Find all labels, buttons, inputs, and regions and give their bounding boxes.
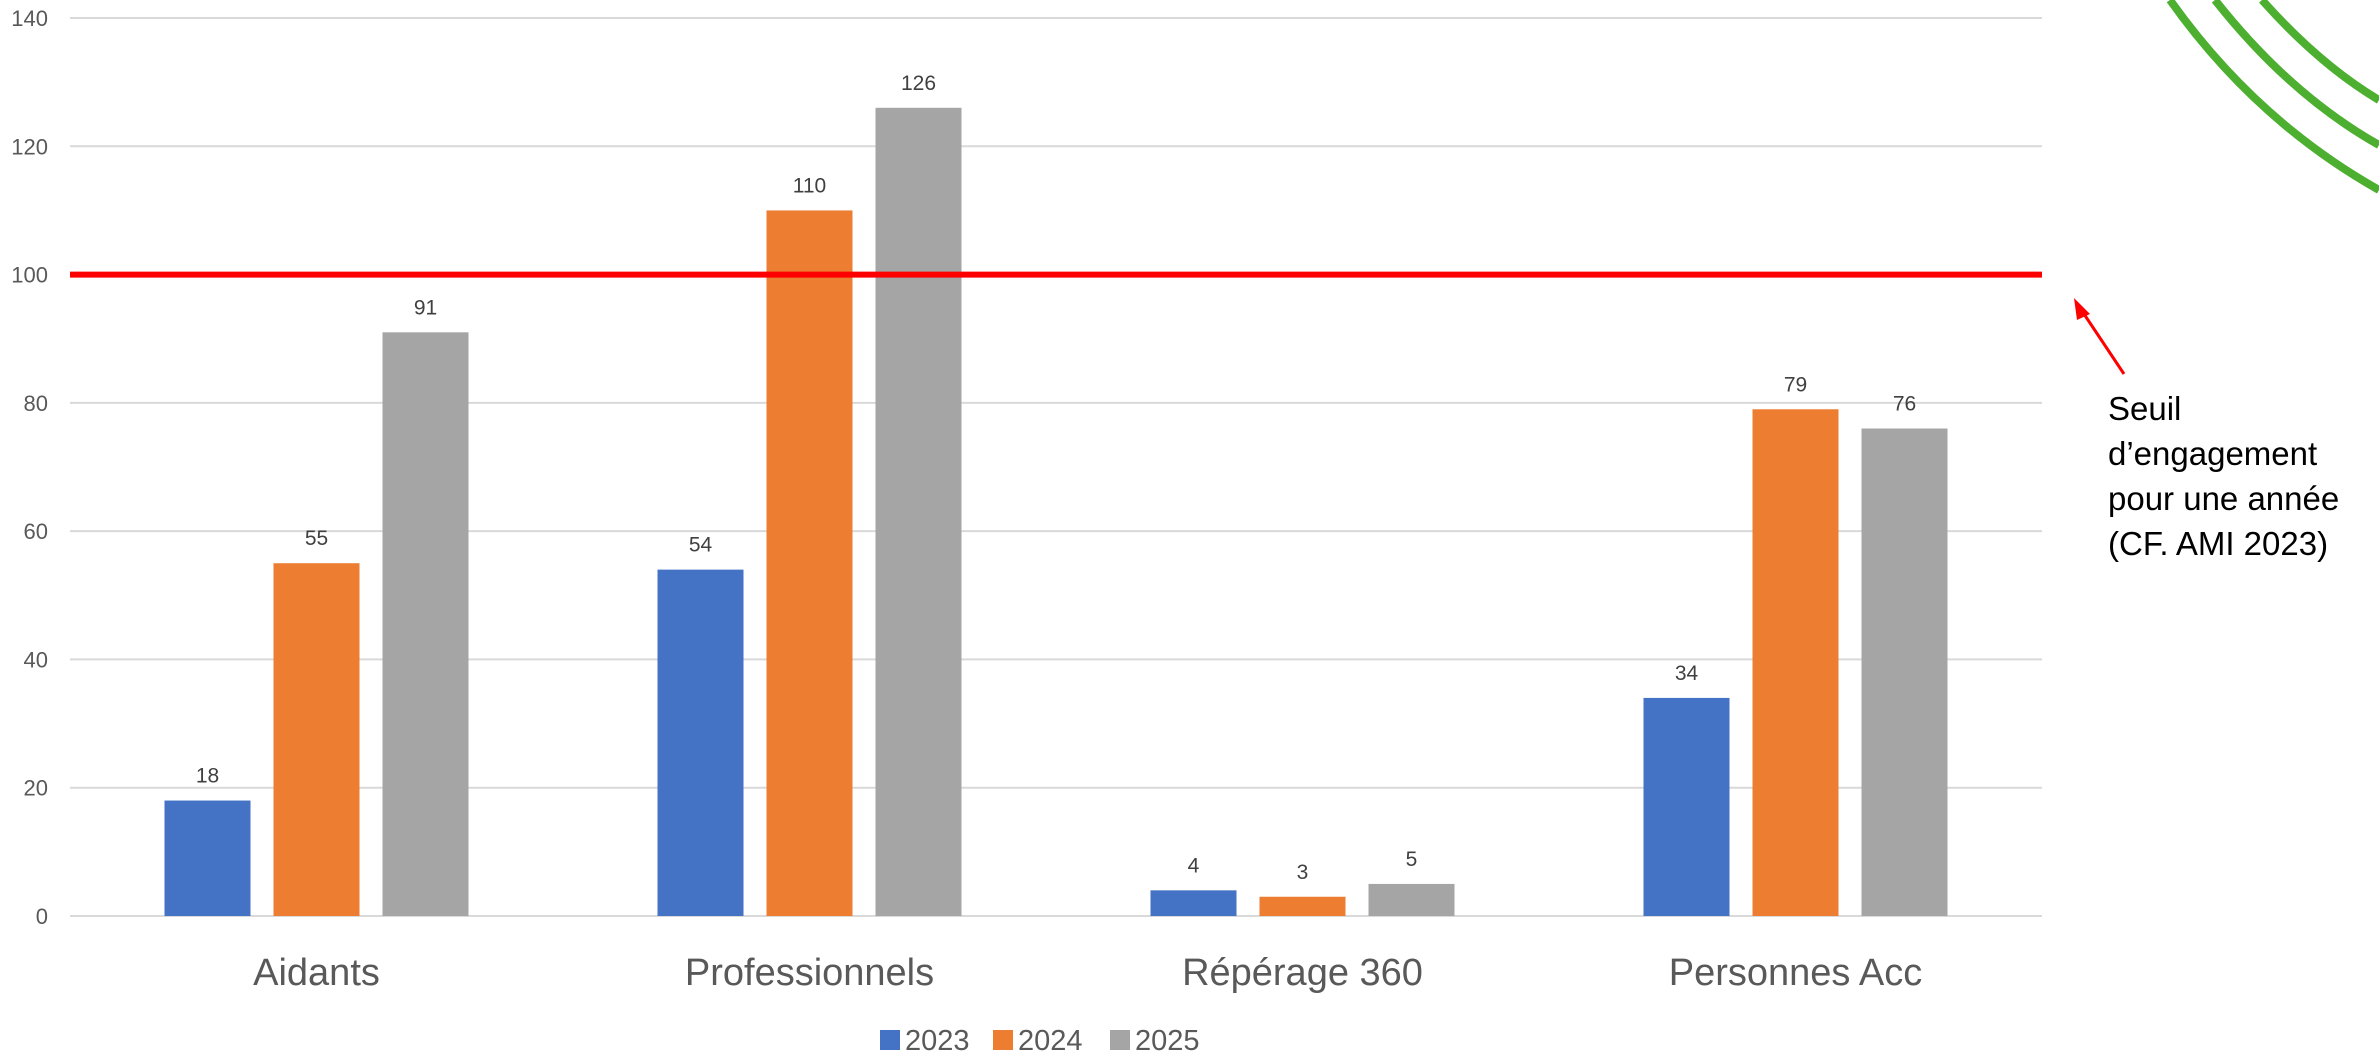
legend: 2023 2024 2025 xyxy=(880,1025,1200,1055)
bar-professionnels-2024 xyxy=(766,210,853,916)
data-label-professionnels-2023: 54 xyxy=(689,534,713,557)
legend-label-2025: 2025 xyxy=(1135,1025,1200,1055)
category-label-aidants: Aidants xyxy=(253,952,380,994)
data-label-personnes-acc-2024: 79 xyxy=(1784,373,1807,396)
threshold-annotation-line-2: d’engagement xyxy=(2108,435,2317,472)
data-label-reperage-360-2023: 4 xyxy=(1188,854,1200,877)
data-label-reperage-360-2024: 3 xyxy=(1297,861,1309,884)
category-label-reperage-360: Répérage 360 xyxy=(1182,952,1423,994)
bar-professionnels-2025 xyxy=(875,107,962,917)
decorative-arc-1 xyxy=(2166,0,2379,194)
data-label-personnes-acc-2025: 76 xyxy=(1893,393,1916,416)
category-label-personnes-acc: Personnes Acc xyxy=(1669,952,1922,994)
threshold-annotation-line-3: pour une année xyxy=(2108,480,2339,517)
decorative-arc-3 xyxy=(2259,0,2379,104)
legend-label-2024: 2024 xyxy=(1018,1025,1083,1055)
threshold-annotation-line-1: Seuil xyxy=(2108,390,2181,427)
bar-aidants-2025 xyxy=(382,332,469,916)
decorative-arcs xyxy=(2166,0,2379,194)
threshold-group: Seuil d’engagement pour une année (CF. AMI … xyxy=(70,271,2339,562)
data-label-reperage-360-2025: 5 xyxy=(1406,848,1418,871)
bar-personnes-acc-2025 xyxy=(1861,428,1948,916)
y-tick-label-40: 40 xyxy=(24,647,48,672)
bar-personnes-acc-2024 xyxy=(1752,409,1839,916)
data-label-professionnels-2024: 110 xyxy=(793,174,826,197)
data-label-aidants-2024: 55 xyxy=(305,527,328,550)
category-labels: Aidants Professionnels Répérage 360 Personn… xyxy=(253,952,1922,994)
y-tick-label-140: 140 xyxy=(11,6,48,31)
data-label-personnes-acc-2023: 34 xyxy=(1675,662,1699,685)
legend-swatch-2024 xyxy=(993,1030,1013,1050)
y-tick-label-60: 60 xyxy=(24,519,48,544)
data-label-professionnels-2025: 126 xyxy=(901,72,936,95)
bar-reperage-360-2024 xyxy=(1259,896,1346,916)
legend-swatch-2025 xyxy=(1110,1030,1130,1050)
y-axis-tick-labels: 0 20 40 60 80 100 120 140 xyxy=(11,6,48,929)
bar-reperage-360-2023 xyxy=(1150,890,1237,916)
threshold-arrow-shaft xyxy=(2078,307,2126,375)
data-label-aidants-2023: 18 xyxy=(196,765,219,788)
bar-aidants-2024 xyxy=(273,563,360,916)
y-tick-label-80: 80 xyxy=(24,391,48,416)
threshold-arrow-head xyxy=(2074,298,2090,320)
legend-swatch-2023 xyxy=(880,1030,900,1050)
bar-personnes-acc-2023 xyxy=(1643,697,1730,916)
y-tick-label-120: 120 xyxy=(11,134,48,159)
bars xyxy=(164,107,1948,917)
bar-aidants-2023 xyxy=(164,800,251,916)
grid-lines xyxy=(70,17,2042,917)
legend-label-2023: 2023 xyxy=(905,1025,970,1055)
data-label-aidants-2025: 91 xyxy=(414,296,437,319)
y-tick-label-0: 0 xyxy=(36,904,48,929)
bar-professionnels-2023 xyxy=(657,569,744,916)
decorative-arc-2 xyxy=(2211,0,2379,149)
data-labels: 18 55 91 54 110 126 4 3 5 34 79 76 xyxy=(196,72,1916,884)
category-label-professionnels: Professionnels xyxy=(685,952,934,994)
threshold-annotation-line-4: (CF. AMI 2023) xyxy=(2108,525,2328,562)
bar-reperage-360-2025 xyxy=(1368,883,1455,916)
y-tick-label-20: 20 xyxy=(24,776,48,801)
y-tick-label-100: 100 xyxy=(11,263,48,288)
